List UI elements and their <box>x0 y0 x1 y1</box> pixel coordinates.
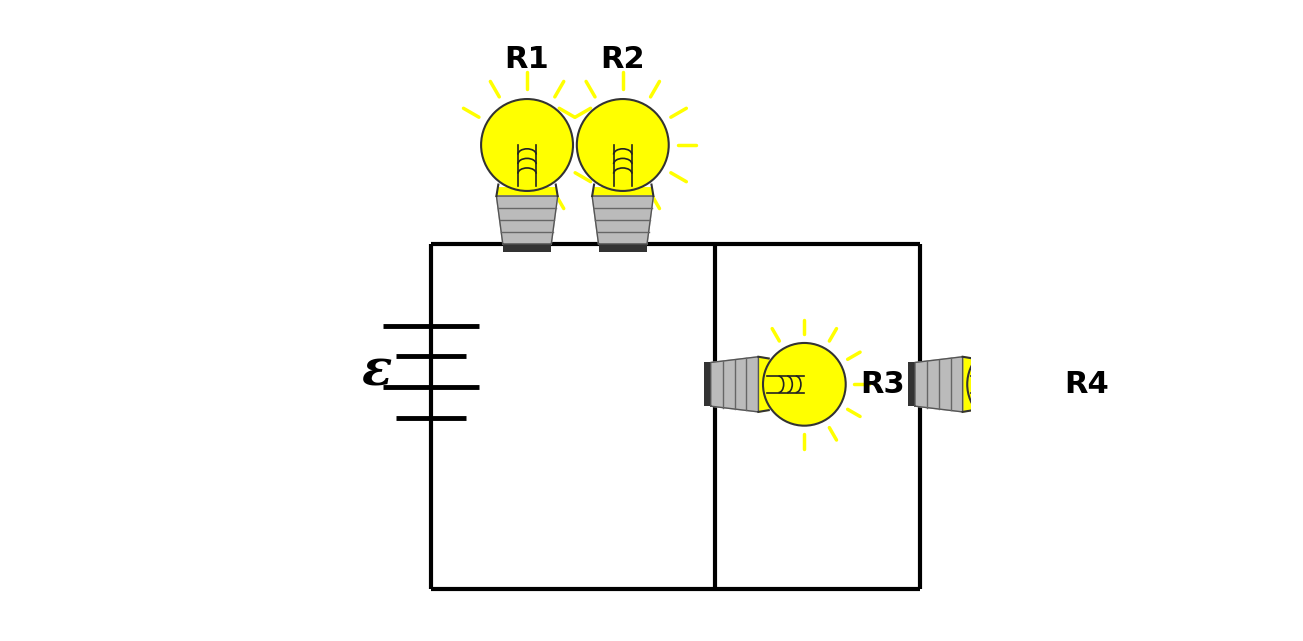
Circle shape <box>967 343 1050 426</box>
Circle shape <box>577 99 668 191</box>
Circle shape <box>481 99 573 191</box>
Text: R3: R3 <box>860 370 904 399</box>
Polygon shape <box>592 196 653 244</box>
Polygon shape <box>592 188 653 196</box>
FancyBboxPatch shape <box>908 363 915 406</box>
Polygon shape <box>758 357 769 412</box>
Polygon shape <box>496 196 558 244</box>
Polygon shape <box>496 188 558 196</box>
Polygon shape <box>915 357 963 412</box>
Circle shape <box>764 343 846 426</box>
FancyBboxPatch shape <box>503 244 551 251</box>
Polygon shape <box>963 357 973 412</box>
FancyBboxPatch shape <box>598 244 648 251</box>
Text: R2: R2 <box>601 44 645 74</box>
Polygon shape <box>710 357 758 412</box>
Text: R1: R1 <box>504 44 550 74</box>
Text: ε: ε <box>362 347 392 396</box>
Text: R4: R4 <box>1065 370 1109 399</box>
FancyBboxPatch shape <box>704 363 710 406</box>
